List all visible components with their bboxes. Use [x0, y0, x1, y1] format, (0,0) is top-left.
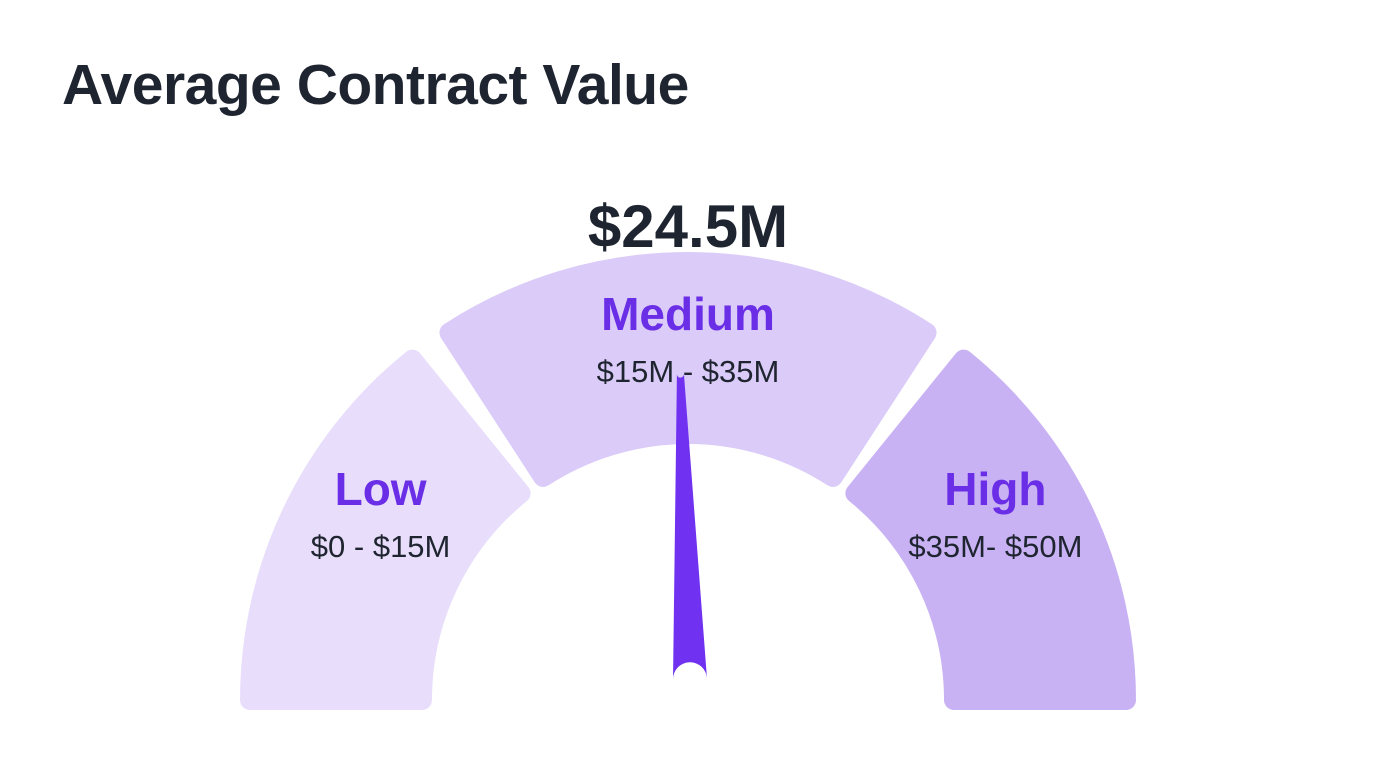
gauge-band-low [240, 349, 531, 710]
gauge-band-medium [439, 252, 937, 487]
band-label-medium: Medium [601, 288, 775, 340]
gauge-band-labels: Low $0 - $15M Medium $15M - $35M High $35M- $… [311, 288, 1083, 564]
page-title: Average Contract Value [62, 53, 689, 117]
gauge-bands [240, 252, 1136, 710]
band-range-medium: $15M - $35M [597, 354, 780, 389]
band-range-high: $35M- $50M [908, 529, 1082, 564]
gauge-needle [673, 374, 707, 680]
gauge-value-label: $24.5M [588, 193, 788, 260]
band-label-high: High [944, 463, 1046, 515]
gauge-band-high [845, 349, 1136, 710]
band-range-low: $0 - $15M [311, 529, 451, 564]
band-label-low: Low [335, 463, 427, 515]
